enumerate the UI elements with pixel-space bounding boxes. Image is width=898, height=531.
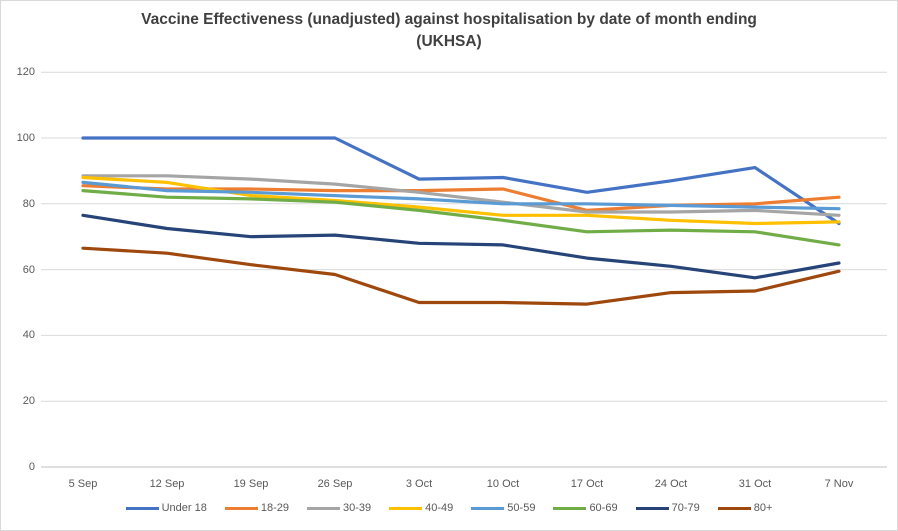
chart-title-line: Vaccine Effectiveness (unadjusted) again… [141,11,757,28]
legend-swatch-50-59 [471,506,505,510]
legend-swatch-30-39 [307,506,341,510]
x-tick-label: 7 Nov [824,478,854,490]
x-tick-label: 17 Oct [570,478,604,490]
y-tick-label: 0 [28,461,35,473]
series-line-50-59 [81,180,841,211]
x-tick-label: 24 Oct [654,478,688,490]
legend: Under 18 18-29 30-39 40-49 50-59 60-69 70-79 80… [1,502,897,514]
series-line-30-39 [81,174,841,217]
y-tick-label: 120 [16,66,35,79]
x-tick-label: 3 Oct [405,478,433,490]
legend-swatch-18-29 [224,506,258,510]
legend-item-18-29: 18-29 [224,502,290,514]
legend-item-40-49: 40-49 [389,502,453,514]
x-tick-label: 19 Sep [233,478,269,490]
chart-title: Vaccine Effectiveness (unadjusted) again… [89,9,809,53]
legend-label: 50-59 [507,502,536,514]
legend-item-30-39: 30-39 [307,502,371,514]
legend-label: 30-39 [343,502,372,514]
legend-label: 70-79 [671,502,700,514]
y-tick-label: 40 [22,329,35,342]
legend-label: 40-49 [425,502,454,514]
legend-swatch-under-18 [125,506,159,510]
series-line-80 [81,246,841,306]
legend-item-70-79: 70-79 [635,502,700,514]
x-tick-label: 26 Sep [317,478,353,490]
legend-item-50-59: 50-59 [471,502,535,514]
legend-item-under-18: Under 18 [125,502,207,514]
series-line-40-49 [81,175,841,226]
y-tick-label: 80 [22,197,35,210]
legend-label: 18-29 [260,502,290,514]
legend-swatch-60-69 [553,506,587,510]
legend-item-60-69: 60-69 [553,502,618,514]
chart-title-line: (UKHSA) [416,33,482,50]
series-line-70-79 [81,213,841,280]
legend-label: Under 18 [161,502,207,514]
y-tick-label: 60 [22,263,35,276]
x-tick-label: 5 Sep [68,478,98,490]
series-line-60-69 [81,189,841,247]
y-tick-label: 20 [22,395,35,408]
x-tick-label: 10 Oct [486,478,520,490]
legend-label: 80+ [753,502,773,514]
x-tick-label: 31 Oct [738,478,772,490]
y-tick-label: 100 [16,132,35,144]
legend-swatch-80 [717,506,751,510]
legend-swatch-40-49 [389,506,423,510]
series-line-under-18 [81,136,841,226]
legend-label: 60-69 [589,502,618,514]
legend-swatch-70-79 [635,506,669,510]
x-tick-label: 12 Sep [149,478,185,490]
legend-item-80: 80+ [717,502,773,514]
